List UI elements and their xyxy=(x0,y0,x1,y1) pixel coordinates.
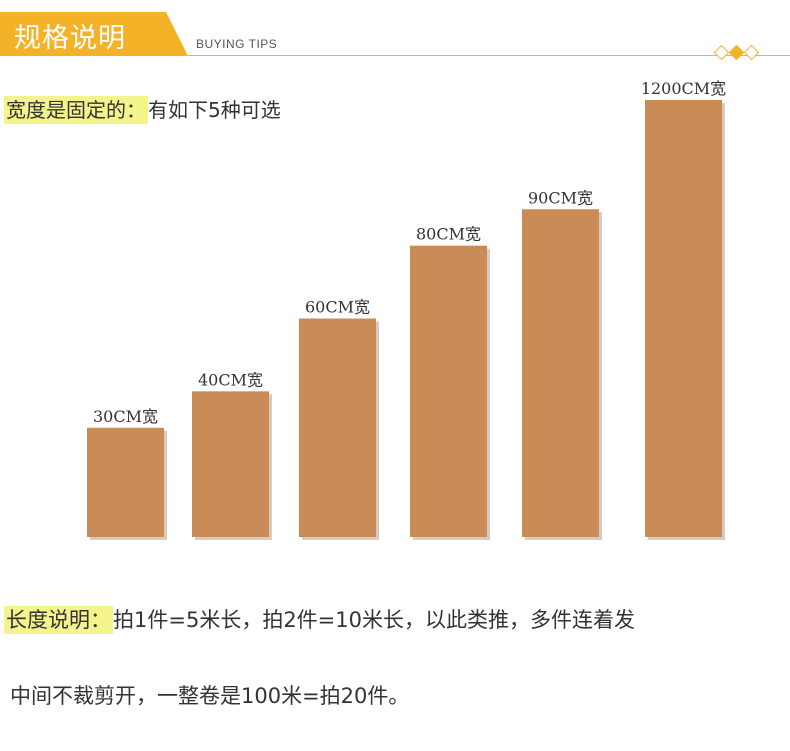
width-note-label: 宽度是固定的： xyxy=(4,96,148,124)
bar-label-1: 40CM宽 xyxy=(198,370,263,389)
header: 规格说明 BUYING TIPS xyxy=(0,0,790,61)
diamond-outline-icon xyxy=(743,44,760,61)
title-tab xyxy=(0,12,188,56)
bar-label-3: 80CM宽 xyxy=(416,225,481,244)
section-title: 规格说明 xyxy=(14,23,126,54)
width-bar-chart: 30CM宽 40CM宽 60CM宽 80CM宽 90CM宽 1200CM宽 xyxy=(87,79,726,540)
width-note-text: 有如下5种可选 xyxy=(148,98,281,122)
bar-label-2: 60CM宽 xyxy=(305,298,370,317)
bar-3 xyxy=(410,245,487,537)
bar-label-0: 30CM宽 xyxy=(93,407,158,426)
diamond-outline-icon xyxy=(713,44,730,61)
bar-1 xyxy=(192,391,269,537)
bar-5 xyxy=(645,100,722,537)
length-note: 长度说明：拍1件=5米长，拍2件=10米长，以此类推，多件连着发 xyxy=(4,604,635,634)
section-subtitle: BUYING TIPS xyxy=(196,37,278,51)
bar-4 xyxy=(522,209,599,537)
length-note-line2: 中间不裁剪开，一整卷是100米=拍20件。 xyxy=(10,684,410,708)
width-note: 宽度是固定的： 有如下5种可选 xyxy=(4,94,281,124)
bar-label-5: 1200CM宽 xyxy=(641,79,726,98)
bar-label-4: 90CM宽 xyxy=(528,188,593,207)
header-divider xyxy=(188,55,790,56)
length-note-text: 拍1件=5米长，拍2件=10米长，以此类推，多件连着发 xyxy=(113,608,635,632)
diamond-filled-icon xyxy=(728,44,745,61)
bar-2 xyxy=(299,318,376,537)
length-note-label: 长度说明： xyxy=(4,606,113,634)
bar-0 xyxy=(87,427,164,537)
